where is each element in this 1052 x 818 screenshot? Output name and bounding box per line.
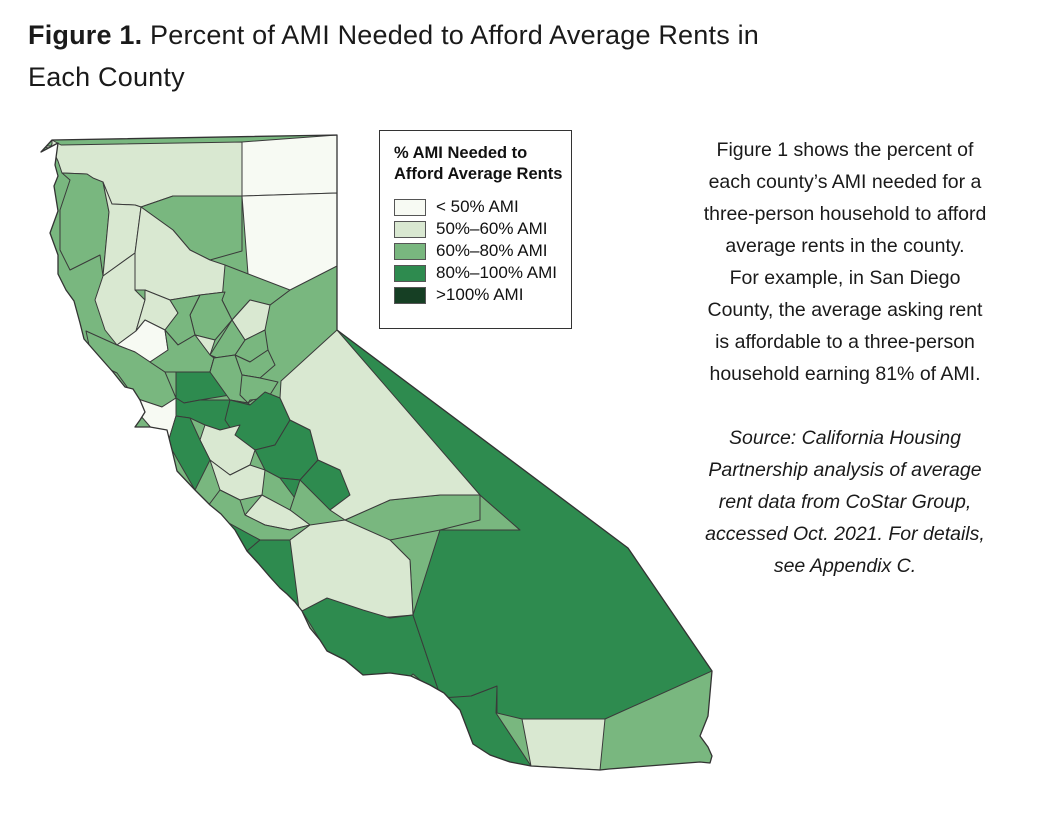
Imperial — [522, 719, 605, 770]
DelNorteHumboldt — [60, 173, 109, 276]
Modoc — [242, 135, 337, 196]
